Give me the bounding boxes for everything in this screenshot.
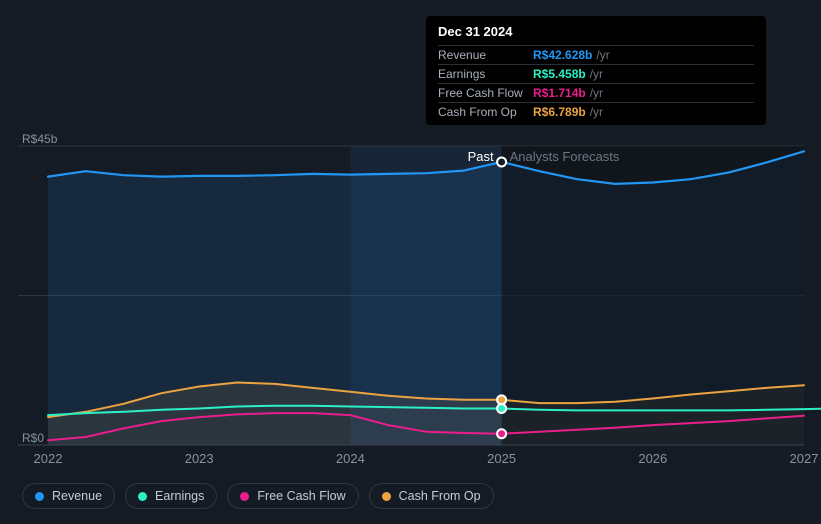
tooltip-row-free-cash-flow: Free Cash FlowR$1.714b/yr [438,83,754,102]
legend-dot-icon [138,492,147,501]
tooltip-row-unit: /yr [590,86,603,100]
tooltip-row-unit: /yr [590,67,603,81]
x-axis-label: 2024 [336,451,365,466]
tooltip-row-value: R$42.628b [533,48,592,62]
x-axis-label: 2023 [185,451,214,466]
series-earnings [48,406,821,415]
tooltip-row-unit: /yr [596,48,609,62]
chart-legend: Revenue Earnings Free Cash Flow Cash From O… [22,483,494,509]
tooltip-row-unit: /yr [590,105,603,119]
legend-item-label: Cash From Op [399,489,481,503]
x-axis-label: 2022 [34,451,63,466]
tooltip-row-cash-from-op: Cash From OpR$6.789b/yr [438,102,754,121]
tooltip-row-value: R$6.789b [533,105,586,119]
y-axis-label: R$0 [22,431,44,445]
tooltip-row-label: Cash From Op [438,105,533,119]
tooltip-row-label: Earnings [438,67,533,81]
marker-cash_from_op [497,395,506,404]
tooltip-row-revenue: RevenueR$42.628b/yr [438,45,754,64]
forecast-period-label: Analysts Forecasts [502,149,620,164]
legend-item-earnings[interactable]: Earnings [125,483,217,509]
legend-dot-icon [382,492,391,501]
tooltip-row-value: R$1.714b [533,86,586,100]
legend-dot-icon [240,492,249,501]
past-period-label: Past [468,149,502,164]
tooltip-row-value: R$5.458b [533,67,586,81]
legend-item-label: Free Cash Flow [257,489,345,503]
legend-item-label: Earnings [155,489,204,503]
y-axis-label: R$45b [22,132,57,146]
x-axis-label: 2027 [790,451,819,466]
series-revenue [48,151,804,184]
legend-item-revenue[interactable]: Revenue [22,483,115,509]
tooltip-row-label: Free Cash Flow [438,86,533,100]
x-axis-label: 2025 [487,451,516,466]
chart-tooltip: Dec 31 2024 RevenueR$42.628b/yrEarningsR… [426,16,766,125]
legend-dot-icon [35,492,44,501]
tooltip-row-label: Revenue [438,48,533,62]
legend-item-label: Revenue [52,489,102,503]
marker-earnings [497,404,506,413]
x-axis-label: 2026 [638,451,667,466]
legend-item-cash_from_op[interactable]: Cash From Op [369,483,494,509]
marker-fcf [497,429,506,438]
tooltip-date: Dec 31 2024 [438,24,754,45]
series-cash_from_op [48,383,804,418]
series-fcf [48,413,804,440]
tooltip-row-earnings: EarningsR$5.458b/yr [438,64,754,83]
legend-item-fcf[interactable]: Free Cash Flow [227,483,358,509]
